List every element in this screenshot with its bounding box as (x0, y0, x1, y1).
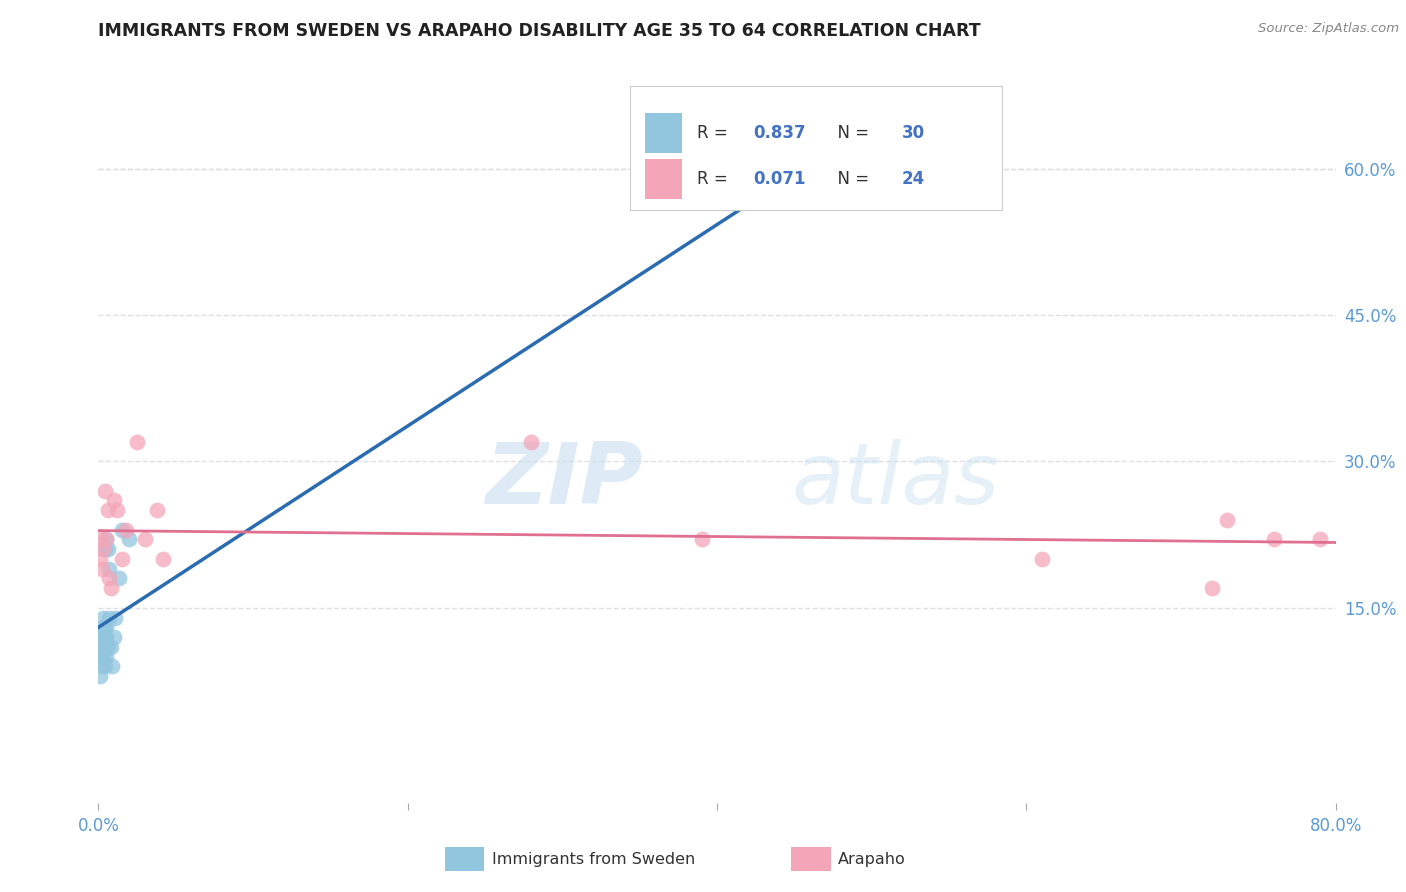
Text: Immigrants from Sweden: Immigrants from Sweden (492, 852, 695, 867)
Point (830, 142, 852, 156)
Point (96, 649, 118, 664)
FancyBboxPatch shape (444, 847, 485, 871)
Text: Source: ZipAtlas.com: Source: ZipAtlas.com (1258, 22, 1399, 36)
Point (89, 533, 111, 547)
Point (103, 493, 125, 508)
Point (104, 610, 127, 624)
Point (93, 640, 115, 654)
Text: ZIP: ZIP (485, 440, 643, 523)
Point (115, 523, 138, 537)
Text: N =: N = (827, 124, 875, 142)
Point (97, 640, 120, 654)
Point (91, 610, 114, 624)
Point (93, 620, 115, 634)
Point (96, 630, 118, 644)
Point (93, 630, 115, 644)
Point (105, 503, 128, 517)
Text: 0.837: 0.837 (754, 124, 806, 142)
Text: R =: R = (697, 124, 734, 142)
Text: IMMIGRANTS FROM SWEDEN VS ARAPAHO DISABILITY AGE 35 TO 64 CORRELATION CHART: IMMIGRANTS FROM SWEDEN VS ARAPAHO DISABI… (98, 22, 981, 40)
Point (89, 552, 111, 566)
Point (690, 533, 713, 547)
Point (91, 640, 114, 654)
Point (96, 533, 118, 547)
Point (152, 552, 174, 566)
Point (90, 630, 112, 644)
Point (134, 533, 156, 547)
Point (107, 572, 129, 586)
Point (96, 620, 118, 634)
Text: 24: 24 (901, 170, 925, 188)
Point (118, 533, 141, 547)
Point (90, 659, 112, 673)
Point (101, 659, 124, 673)
Point (1263, 533, 1285, 547)
Point (90, 562, 112, 576)
Text: N =: N = (827, 170, 875, 188)
Point (98, 610, 121, 624)
Point (1031, 552, 1053, 566)
FancyBboxPatch shape (645, 159, 682, 200)
Point (93, 542, 115, 557)
Point (1216, 513, 1239, 527)
Point (98, 562, 121, 576)
Point (93, 483, 115, 498)
Point (93, 659, 115, 673)
Text: Arapaho: Arapaho (838, 852, 905, 867)
Point (96, 533, 118, 547)
Point (100, 581, 122, 595)
FancyBboxPatch shape (792, 847, 831, 871)
Point (91, 620, 114, 634)
Point (111, 523, 134, 537)
FancyBboxPatch shape (645, 113, 682, 153)
Point (89, 669, 111, 683)
Point (103, 630, 125, 644)
Text: R =: R = (697, 170, 734, 188)
Point (89, 649, 111, 664)
Point (1309, 533, 1331, 547)
Point (90, 640, 112, 654)
Point (520, 434, 543, 449)
Point (100, 640, 122, 654)
FancyBboxPatch shape (630, 86, 1001, 211)
Point (146, 503, 169, 517)
Text: 30: 30 (901, 124, 925, 142)
Point (91, 542, 114, 557)
Text: atlas: atlas (792, 440, 1000, 523)
Point (97, 542, 120, 557)
Point (98, 572, 121, 586)
Point (127, 434, 149, 449)
Text: 0.071: 0.071 (754, 170, 806, 188)
Point (91, 649, 114, 664)
Point (111, 552, 134, 566)
Point (97, 503, 120, 517)
Point (1201, 581, 1223, 595)
